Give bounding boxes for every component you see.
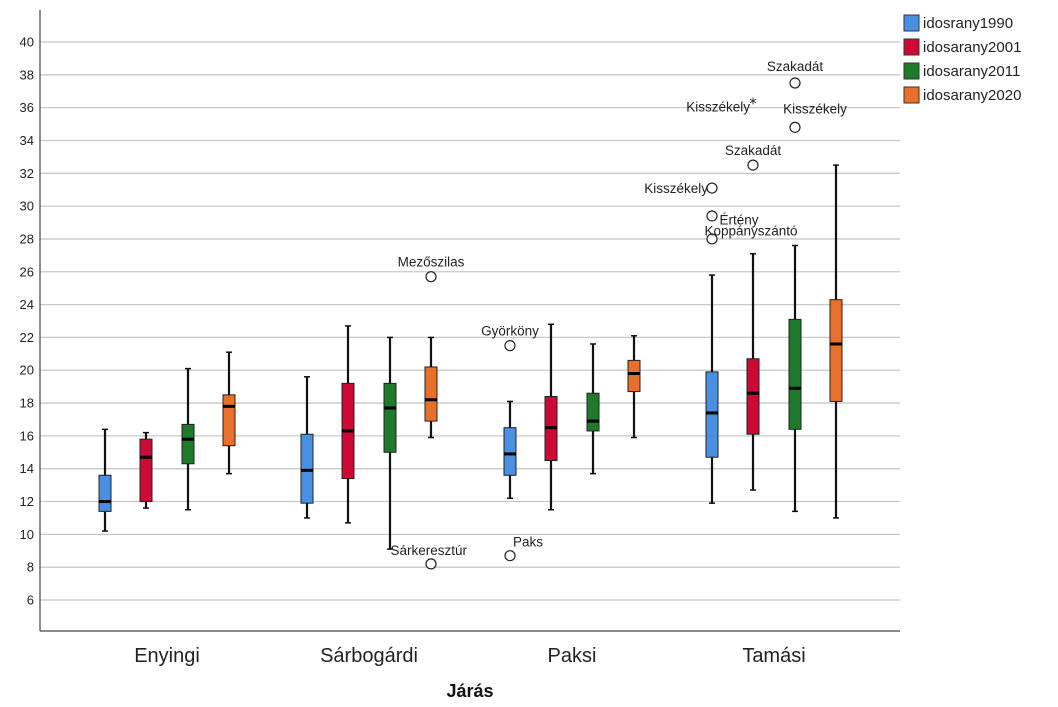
outlier-label: Sárkeresztúr [390,543,467,558]
box-idosarany2011-Enyingi [181,367,195,511]
outlier-point [504,550,516,562]
x-category-label: Enyingi [134,645,200,667]
box-rect [139,438,153,503]
outlier-point [706,182,718,194]
box-idosarany2011-Sárbogárdi [383,336,397,550]
outlier-label: Kisszékely [783,101,847,116]
legend-label: idosarany2011 [923,63,1020,80]
box-rect [586,392,600,432]
x-category-label: Tamási [742,645,805,667]
outlier-point [789,121,801,133]
box-idosrany1990-Sárbogárdi [300,376,314,519]
box-rect [627,359,641,393]
outlier-point [747,159,759,171]
outlier-point [504,340,516,352]
y-tick-label: 32 [20,166,34,181]
box-idosarany2011-Tamási [788,244,802,513]
legend: idosrany1990 idosarany2001 idosarany2011 id… [903,14,1021,104]
legend-swatch [903,14,920,32]
box-idosarany2020-Sárbogárdi [424,336,438,439]
box-rect [98,474,112,512]
box-idosrany1990-Tamási [705,274,719,504]
outlier-point [425,558,437,570]
box-rect [705,371,719,458]
box-idosarany2001-Tamási [746,252,760,491]
box-rect [829,299,843,402]
box-rect [181,423,195,465]
outlier-label: Szakadát [767,59,824,74]
legend-swatch [903,62,920,80]
box-rect [503,427,517,476]
outlier-point [789,77,801,89]
gridlines [40,41,900,601]
box-idosarany2001-Sárbogárdi [341,325,355,524]
legend-label: idosarany2020 [923,87,1021,104]
box-rect [222,394,236,447]
outlier-label: Györköny [481,324,539,339]
box-rect [788,318,802,430]
outlier-label: Kisszékely [686,100,750,115]
x-axis-title: Járás [446,681,493,701]
y-tick-label: 14 [20,461,34,476]
box-rect [300,433,314,504]
legend-label: idosarany2001 [923,39,1021,56]
outlier-label: Paks [513,535,543,550]
y-tick-label: 28 [20,231,34,246]
box-idosrany1990-Paksi [503,400,517,499]
y-tick-label: 22 [20,330,34,345]
y-tick-label: 10 [20,527,34,542]
box-idosarany2011-Paksi [586,343,600,475]
outliers: Mezőszilas Sárkeresztúr Györköny Paks Kisszé… [390,59,847,570]
outlier-label: Értény [719,213,758,228]
outlier-label: Mezőszilas [398,255,465,270]
box-idosarany2020-Paksi [627,335,641,439]
box-idosarany2020-Tamási [829,164,843,519]
extreme-point: * [749,95,757,113]
legend-label: idosrany1990 [923,15,1013,32]
y-tick-label: 30 [20,199,34,214]
outlier-label: Szakadát [725,143,782,158]
y-tick-label: 34 [20,133,34,148]
y-tick-label: 12 [20,494,34,509]
boxes [98,164,843,550]
y-tick-label: 26 [20,264,34,279]
box-idosarany2001-Paksi [544,323,558,511]
y-tick-label: 8 [27,560,34,575]
x-category-label: Sárbogárdi [320,645,418,667]
y-tick-label: 20 [20,363,34,378]
axes: 6 8 10 12 14 16 18 20 22 24 26 28 30 32 34 36 38 40 Enying… [20,10,900,667]
y-tick-label: 16 [20,428,34,443]
box-rect [424,366,438,422]
y-tick-label: 6 [27,593,34,608]
legend-swatch [903,38,920,56]
y-tick-label: 38 [20,67,34,82]
y-tick-label: 40 [20,35,34,50]
outlier-label: Kisszékely [644,181,708,196]
box-rect [746,358,760,435]
x-category-label: Paksi [548,645,597,667]
outlier-point [706,210,718,222]
outlier-label: Koppányszántó [704,224,797,239]
y-tick-label: 36 [20,100,34,115]
legend-swatch [903,86,920,104]
box-rect [383,382,397,453]
y-tick-label: 18 [20,396,34,411]
y-tick-label: 24 [20,297,34,312]
box-idosrany1990-Enyingi [98,428,112,532]
outlier-point [425,271,437,283]
outlier-point [706,233,718,245]
box-idosarany2020-Enyingi [222,351,236,475]
box-idosarany2001-Enyingi [139,431,153,509]
